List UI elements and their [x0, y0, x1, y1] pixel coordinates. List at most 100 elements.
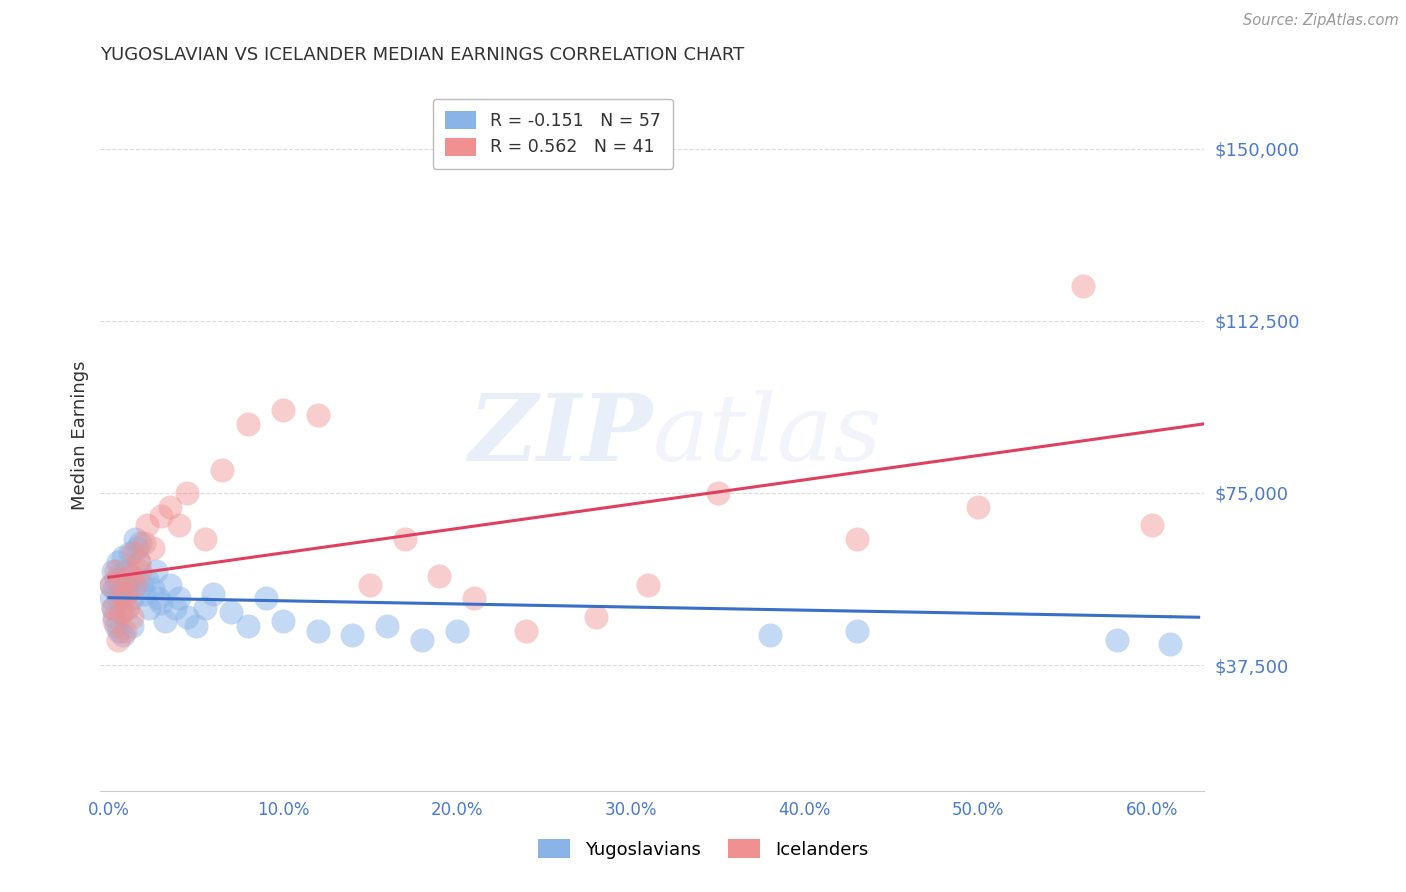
Point	[411, 632, 433, 647]
Point	[110, 605, 132, 619]
Point	[141, 582, 163, 597]
Point	[121, 610, 143, 624]
Point	[706, 486, 728, 500]
Point	[129, 536, 152, 550]
Point	[100, 577, 122, 591]
Point	[101, 600, 124, 615]
Point	[194, 600, 217, 615]
Point	[117, 582, 139, 597]
Point	[342, 628, 364, 642]
Point	[138, 600, 160, 615]
Point	[1071, 279, 1094, 293]
Point	[254, 591, 277, 606]
Point	[122, 568, 145, 582]
Point	[236, 619, 259, 633]
Point	[845, 624, 868, 638]
Point	[585, 610, 607, 624]
Point	[136, 518, 159, 533]
Point	[111, 550, 134, 565]
Point	[167, 591, 190, 606]
Point	[132, 536, 155, 550]
Point	[131, 577, 153, 591]
Point	[150, 508, 173, 523]
Point	[515, 624, 537, 638]
Point	[108, 568, 131, 582]
Point	[167, 518, 190, 533]
Legend: Yugoslavians, Icelanders: Yugoslavians, Icelanders	[527, 829, 879, 870]
Point	[394, 532, 416, 546]
Text: Source: ZipAtlas.com: Source: ZipAtlas.com	[1243, 13, 1399, 29]
Point	[202, 587, 225, 601]
Point	[124, 577, 146, 591]
Point	[159, 500, 181, 514]
Point	[115, 600, 138, 615]
Text: ZIP: ZIP	[468, 391, 652, 481]
Point	[845, 532, 868, 546]
Point	[115, 587, 138, 601]
Point	[108, 573, 131, 587]
Point	[153, 615, 176, 629]
Point	[758, 628, 780, 642]
Point	[100, 577, 122, 591]
Point	[1142, 518, 1164, 533]
Point	[145, 564, 167, 578]
Point	[124, 532, 146, 546]
Point	[136, 573, 159, 587]
Point	[128, 555, 150, 569]
Point	[359, 577, 381, 591]
Point	[103, 582, 125, 597]
Point	[271, 403, 294, 417]
Point	[211, 463, 233, 477]
Point	[111, 591, 134, 606]
Point	[967, 500, 990, 514]
Point	[111, 628, 134, 642]
Point	[118, 568, 141, 582]
Point	[107, 555, 129, 569]
Point	[108, 624, 131, 638]
Y-axis label: Median Earnings: Median Earnings	[72, 360, 89, 510]
Point	[375, 619, 398, 633]
Point	[307, 624, 329, 638]
Point	[429, 568, 451, 582]
Point	[115, 564, 138, 578]
Point	[194, 532, 217, 546]
Point	[121, 619, 143, 633]
Point	[114, 624, 136, 638]
Point	[110, 587, 132, 601]
Point	[446, 624, 468, 638]
Point	[105, 573, 128, 587]
Point	[125, 541, 148, 555]
Point	[128, 555, 150, 569]
Point	[117, 600, 139, 615]
Text: YUGOSLAVIAN VS ICELANDER MEDIAN EARNINGS CORRELATION CHART: YUGOSLAVIAN VS ICELANDER MEDIAN EARNINGS…	[100, 46, 745, 64]
Point	[101, 564, 124, 578]
Point	[184, 619, 207, 633]
Point	[463, 591, 485, 606]
Point	[107, 632, 129, 647]
Point	[101, 600, 124, 615]
Point	[105, 564, 128, 578]
Point	[1159, 637, 1181, 651]
Legend: R = -0.151   N = 57, R = 0.562   N = 41: R = -0.151 N = 57, R = 0.562 N = 41	[433, 99, 673, 169]
Point	[103, 615, 125, 629]
Point	[1107, 632, 1129, 647]
Point	[219, 605, 242, 619]
Point	[159, 577, 181, 591]
Point	[114, 577, 136, 591]
Point	[100, 591, 122, 606]
Point	[105, 619, 128, 633]
Point	[107, 591, 129, 606]
Point	[236, 417, 259, 431]
Point	[110, 605, 132, 619]
Point	[141, 541, 163, 555]
Point	[176, 486, 198, 500]
Point	[146, 591, 169, 606]
Point	[118, 545, 141, 559]
Point	[307, 408, 329, 422]
Point	[271, 615, 294, 629]
Point	[129, 564, 152, 578]
Point	[121, 591, 143, 606]
Text: atlas: atlas	[652, 391, 882, 481]
Point	[176, 610, 198, 624]
Point	[165, 600, 187, 615]
